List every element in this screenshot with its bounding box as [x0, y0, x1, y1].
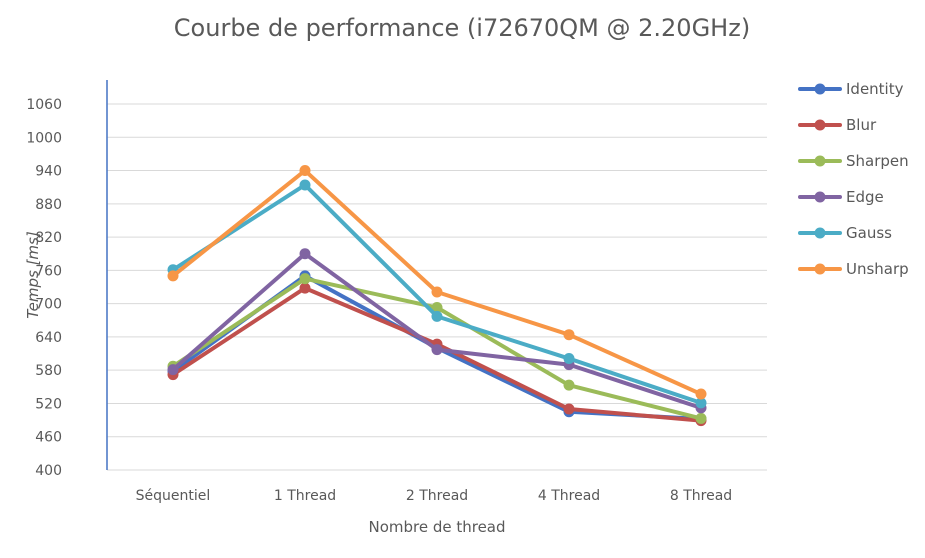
data-point [299, 248, 311, 260]
legend-item: Unsharp [798, 260, 909, 278]
x-tick-label: 4 Thread [538, 488, 600, 504]
y-tick-labels: 400 460 520 580 640 700 760 820 880 940 1000 1060 [26, 97, 62, 479]
x-tick-label: Séquentiel [136, 488, 211, 504]
data-point [431, 286, 443, 298]
legend-item: Edge [798, 188, 884, 206]
y-tick-label: 760 [35, 263, 62, 279]
y-tick-label: 700 [35, 297, 62, 313]
chart-title: Courbe de performance (i72670QM @ 2.20GH… [174, 14, 750, 42]
data-point [431, 302, 443, 314]
legend-marker [814, 227, 826, 239]
data-point [695, 397, 707, 409]
y-tick-label: 940 [35, 164, 62, 180]
data-point [167, 364, 179, 376]
x-axis-title: Nombre de thread [368, 518, 505, 536]
y-tick-label: 820 [35, 230, 62, 246]
legend: Identity Blur Sharpen Edge Gauss Unsharp [798, 80, 909, 278]
data-point [299, 282, 311, 294]
legend-marker [814, 155, 826, 167]
data-point [299, 179, 311, 191]
y-tick-label: 1060 [26, 97, 62, 113]
x-tick-labels: Séquentiel 1 Thread 2 Thread 4 Thread 8 Thre… [136, 488, 732, 504]
data-point [299, 165, 311, 177]
legend-item: Sharpen [798, 152, 909, 170]
legend-item: Gauss [798, 224, 892, 242]
series-unsharp [167, 165, 707, 400]
legend-label: Gauss [846, 224, 892, 242]
data-point [299, 273, 311, 285]
data-point [563, 329, 575, 341]
data-point [563, 403, 575, 415]
data-point [431, 344, 443, 356]
legend-label: Unsharp [846, 260, 909, 278]
x-tick-label: 1 Thread [274, 488, 336, 504]
series-edge [167, 248, 707, 414]
legend-item: Blur [798, 116, 877, 134]
legend-label: Identity [846, 80, 904, 98]
legend-label: Edge [846, 188, 884, 206]
y-axis-title: Temps [ms] [24, 231, 42, 319]
y-tick-label: 400 [35, 463, 62, 479]
y-tick-label: 520 [35, 396, 62, 412]
legend-label: Blur [846, 116, 877, 134]
data-point [695, 388, 707, 400]
y-tick-label: 1000 [26, 130, 62, 146]
legend-marker [814, 119, 826, 131]
x-tick-label: 8 Thread [670, 488, 732, 504]
y-tick-label: 580 [35, 363, 62, 379]
legend-label: Sharpen [846, 152, 909, 170]
data-point [695, 412, 707, 424]
legend-item: Identity [798, 80, 904, 98]
legend-marker [814, 191, 826, 203]
series-line [171, 251, 703, 410]
legend-marker [814, 83, 826, 95]
series-sharpen [167, 273, 707, 424]
data-point [167, 270, 179, 282]
y-tick-label: 640 [35, 330, 62, 346]
data-point [563, 379, 575, 391]
series-group [167, 165, 707, 427]
data-point [431, 310, 443, 322]
y-tick-label: 880 [35, 197, 62, 213]
data-point [563, 353, 575, 365]
legend-marker [814, 263, 826, 275]
y-tick-label: 460 [35, 430, 62, 446]
x-tick-label: 2 Thread [406, 488, 468, 504]
